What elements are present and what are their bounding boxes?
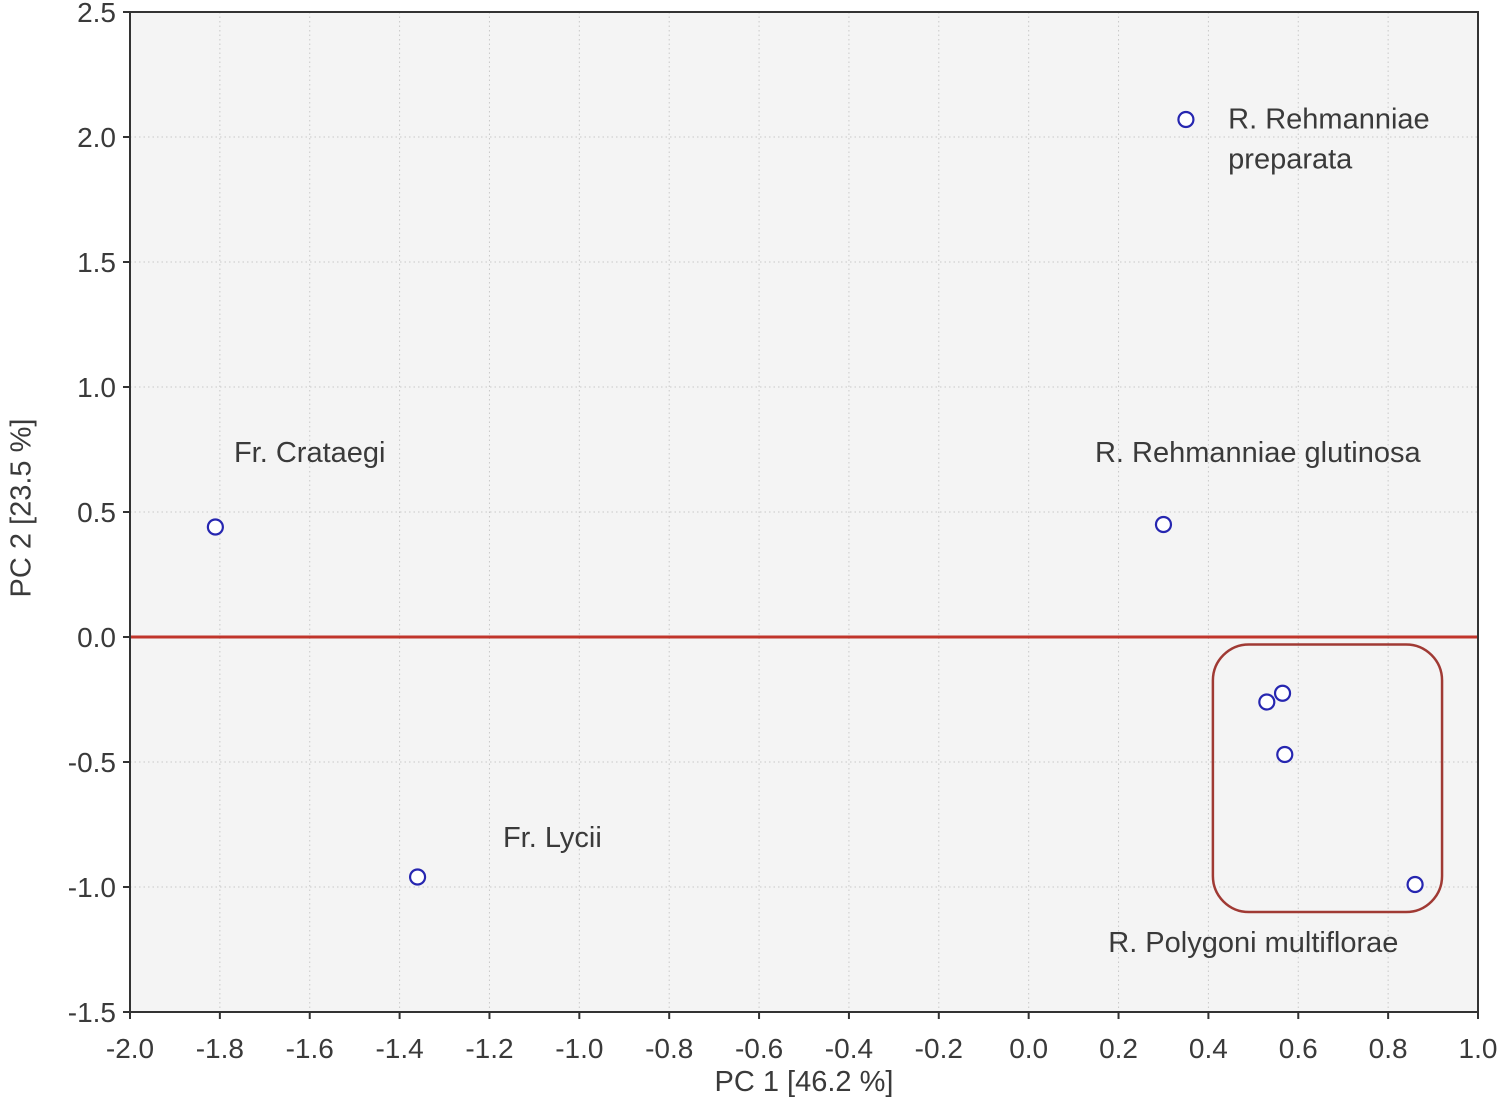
x-tick-label: -1.6: [286, 1033, 334, 1064]
data-point: [1273, 684, 1292, 702]
y-tick-label: -0.5: [68, 747, 116, 778]
x-tick-label: -1.2: [465, 1033, 513, 1064]
x-tick-label: -0.4: [825, 1033, 873, 1064]
x-tick-label: 0.8: [1369, 1033, 1408, 1064]
x-tick-label: 0.6: [1279, 1033, 1318, 1064]
x-tick-label: 0.4: [1189, 1033, 1228, 1064]
y-tick-label: -1.5: [68, 997, 116, 1028]
x-tick-label: -0.2: [915, 1033, 963, 1064]
y-tick-label: 2.0: [77, 122, 116, 153]
y-tick-label: 1.0: [77, 372, 116, 403]
plot-area: [130, 12, 1478, 1012]
x-tick-label: -1.4: [375, 1033, 423, 1064]
x-tick-label: 0.0: [1009, 1033, 1048, 1064]
y-tick-label: 0.0: [77, 622, 116, 653]
data-point: [1258, 693, 1276, 711]
x-axis-title: PC 1 [46.2 %]: [714, 1066, 894, 1098]
cluster-outline-box: [1211, 643, 1444, 914]
data-point: [1406, 875, 1424, 894]
point-label: Fr. Lycii: [503, 822, 602, 854]
x-tick-label: -1.8: [196, 1033, 244, 1064]
point-label: R. Polygoni multiflorae: [1108, 927, 1398, 959]
y-tick-label: 2.5: [77, 0, 116, 28]
y-axis-title: PC 2 [23.5 %]: [5, 418, 38, 598]
x-tick-label: 0.2: [1099, 1033, 1138, 1064]
point-label: R. Rehmanniae glutinosa: [1095, 437, 1422, 469]
data-point: [1177, 110, 1195, 129]
x-tick-label: -1.0: [555, 1033, 603, 1064]
data-point: [1276, 745, 1294, 764]
x-tick-label: 1.0: [1459, 1033, 1498, 1064]
data-point: [408, 868, 427, 886]
x-tick-label: -2.0: [106, 1033, 154, 1064]
x-tick-label: -0.6: [735, 1033, 783, 1064]
x-tick-label: -0.8: [645, 1033, 693, 1064]
data-point: [206, 518, 224, 536]
point-label: Fr. Crataegi: [234, 437, 386, 469]
y-tick-label: 0.5: [77, 497, 116, 528]
point-label: R. Rehmanniae preparata: [1228, 103, 1430, 175]
y-tick-label: -1.0: [68, 872, 116, 903]
y-tick-label: 1.5: [77, 247, 116, 278]
data-point: [1154, 515, 1173, 534]
